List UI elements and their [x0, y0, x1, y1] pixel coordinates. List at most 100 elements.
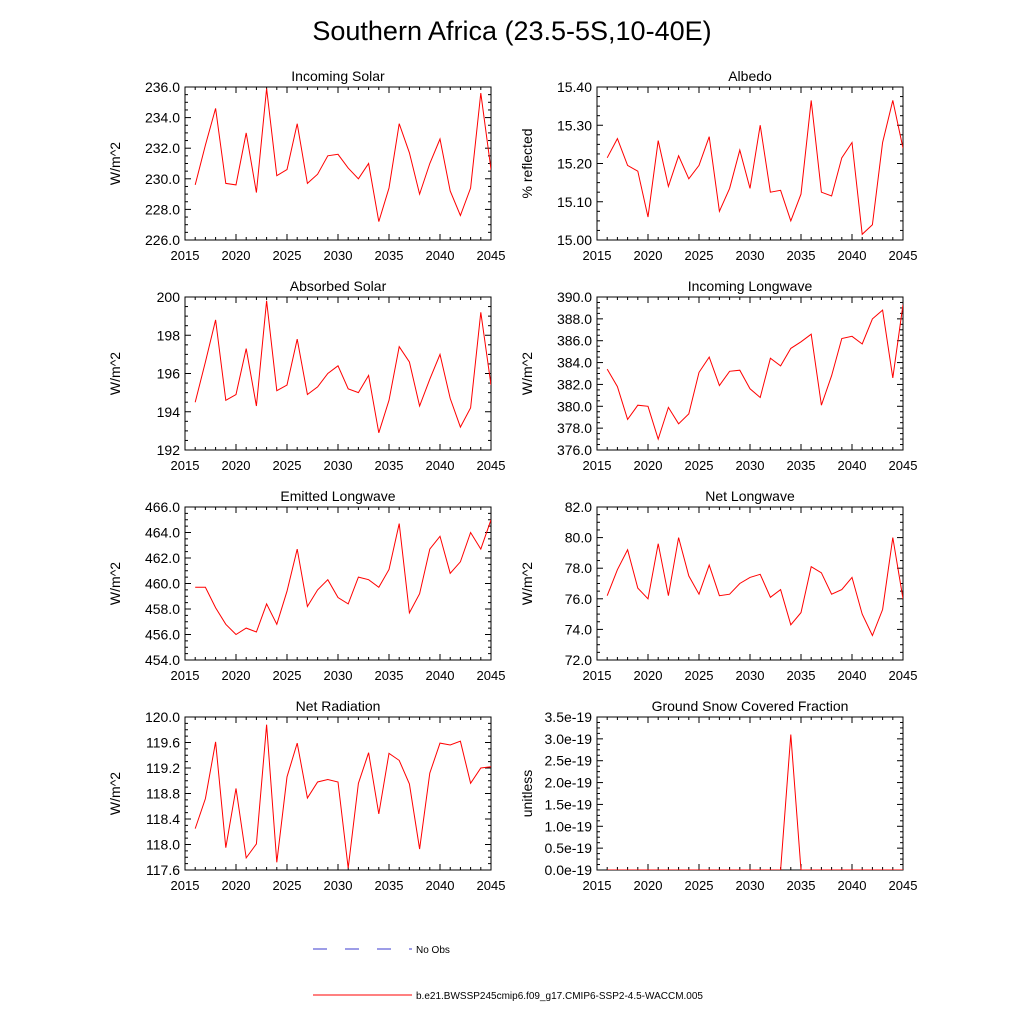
x-tick-label: 2035 [787, 458, 816, 473]
y-tick-label: 234.0 [145, 110, 180, 126]
x-tick-label: 2035 [375, 668, 404, 683]
plot-frame [184, 506, 492, 661]
x-tick-label: 2030 [736, 668, 765, 683]
x-tick-label: 2040 [426, 248, 455, 263]
y-tick-label: 460.0 [145, 576, 180, 592]
series-line [606, 304, 903, 441]
y-tick-label: 1.0e-19 [545, 818, 593, 834]
y-tick-label: 378.0 [557, 420, 592, 436]
y-tick-label: 118.0 [146, 837, 180, 853]
y-tick-label: 117.6 [146, 862, 180, 878]
panel-title: Net Longwave [705, 488, 795, 504]
y-tick-label: 382.0 [557, 376, 592, 392]
legend-model-label: b.e21.BWSSP245cmip6.f09_g17.CMIP6-SSP2-4… [416, 991, 703, 1002]
x-tick-label: 2045 [477, 248, 506, 263]
y-axis-label: W/m^2 [107, 142, 123, 185]
x-tick-label: 2025 [685, 248, 714, 263]
x-tick-label: 2035 [375, 458, 404, 473]
plot-frame [596, 86, 904, 241]
x-tick-label: 2030 [324, 878, 353, 893]
y-tick-label: 2.0e-19 [545, 775, 593, 791]
y-tick-label: 74.0 [565, 621, 592, 637]
y-tick-label: 464.0 [145, 525, 180, 541]
y-axis-label: W/m^2 [107, 562, 123, 605]
y-axis-label: W/m^2 [519, 562, 535, 605]
panel-4: Incoming Longwave W/m^2 2015 2020 2025 2030 20… [519, 278, 917, 473]
x-tick-label: 2020 [222, 248, 251, 263]
y-tick-label: 120.0 [145, 709, 180, 725]
y-tick-label: 2.5e-19 [545, 753, 593, 769]
x-tick-label: 2040 [838, 248, 867, 263]
x-tick-label: 2045 [477, 668, 506, 683]
figure-title: Southern Africa (23.5-5S,10-40E) [312, 16, 711, 46]
x-tick-label: 2015 [583, 458, 612, 473]
plot-frame [184, 296, 492, 451]
x-tick-label: 2015 [171, 458, 200, 473]
y-tick-label: 376.0 [557, 442, 592, 458]
legend: No Obs b.e21.BWSSP245cmip6.f09_g17.CMIP6… [313, 945, 703, 1002]
y-tick-label: 15.30 [557, 117, 592, 133]
y-tick-label: 15.20 [557, 156, 592, 172]
x-tick-label: 2030 [736, 248, 765, 263]
y-axis-label: W/m^2 [107, 772, 123, 815]
x-tick-label: 2020 [222, 878, 251, 893]
x-tick-label: 2045 [889, 248, 918, 263]
y-tick-label: 118.8 [146, 786, 180, 802]
y-tick-label: 462.0 [145, 550, 180, 566]
x-tick-label: 2030 [324, 248, 353, 263]
x-tick-label: 2025 [685, 458, 714, 473]
x-tick-label: 2040 [838, 878, 867, 893]
x-tick-label: 2015 [583, 878, 612, 893]
panel-title: Emitted Longwave [280, 488, 395, 504]
legend-obs-label: No Obs [416, 945, 450, 956]
series-line [606, 537, 903, 637]
y-tick-label: 236.0 [145, 79, 180, 95]
x-tick-label: 2045 [889, 668, 918, 683]
y-tick-label: 390.0 [557, 289, 592, 305]
y-axis-label: W/m^2 [519, 352, 535, 395]
y-tick-label: 454.0 [145, 652, 180, 668]
x-tick-label: 2045 [477, 878, 506, 893]
y-tick-label: 388.0 [557, 311, 592, 327]
x-tick-label: 2035 [787, 248, 816, 263]
x-tick-label: 2020 [222, 458, 251, 473]
y-tick-label: 3.0e-19 [545, 731, 593, 747]
x-tick-label: 2045 [889, 878, 918, 893]
y-tick-label: 82.0 [565, 499, 592, 515]
x-tick-label: 2040 [838, 668, 867, 683]
y-axis-label: W/m^2 [107, 352, 123, 395]
x-tick-label: 2015 [171, 248, 200, 263]
panel-2: Albedo % reflected 2015 2020 2025 2030 2035 204… [519, 68, 917, 263]
x-tick-label: 2035 [787, 668, 816, 683]
x-tick-label: 2020 [634, 458, 663, 473]
series-line [606, 100, 903, 236]
x-tick-label: 2045 [477, 458, 506, 473]
y-axis-label: % reflected [519, 128, 535, 198]
y-tick-label: 200 [157, 289, 181, 305]
y-tick-label: 15.10 [557, 194, 592, 210]
y-tick-label: 15.00 [557, 232, 592, 248]
y-tick-label: 0.5e-19 [545, 840, 593, 856]
plot-frame [184, 716, 492, 871]
x-tick-label: 2045 [889, 458, 918, 473]
panel-title: Net Radiation [296, 698, 381, 714]
x-tick-label: 2015 [171, 878, 200, 893]
x-tick-label: 2040 [426, 878, 455, 893]
x-tick-label: 2025 [685, 878, 714, 893]
x-tick-label: 2030 [736, 458, 765, 473]
x-tick-label: 2025 [273, 458, 302, 473]
panel-title: Incoming Solar [291, 68, 385, 84]
y-tick-label: 194 [157, 404, 181, 420]
panel-title: Incoming Longwave [688, 278, 813, 294]
y-axis-label: unitless [519, 770, 535, 817]
y-tick-label: 15.40 [557, 79, 592, 95]
y-tick-label: 380.0 [557, 398, 592, 414]
y-tick-label: 0.0e-19 [545, 862, 593, 878]
y-tick-label: 228.0 [145, 201, 180, 217]
series-line [194, 88, 491, 222]
panel-7: Net Radiation W/m^2 2015 2020 2025 2030 2035 20… [107, 698, 505, 893]
y-tick-label: 80.0 [565, 530, 592, 546]
x-tick-label: 2015 [583, 248, 612, 263]
panel-1: Incoming Solar W/m^2 2015 2020 2025 2030 2035 2… [107, 68, 505, 263]
